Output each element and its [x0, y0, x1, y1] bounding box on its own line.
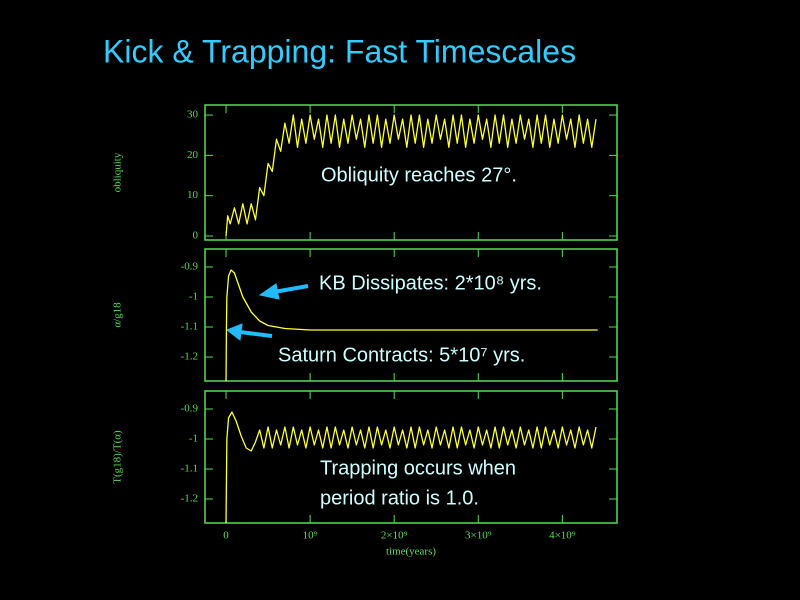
- annotation: Obliquity reaches 27°.: [321, 164, 517, 186]
- data-line: [225, 411, 597, 524]
- y-tick-label: -1.1: [181, 321, 198, 333]
- x-tick-label: 3×10⁹: [465, 530, 492, 542]
- y-tick-label: 30: [187, 109, 199, 121]
- y-tick-label: 10: [187, 189, 199, 201]
- arrow-head: [258, 283, 280, 300]
- y-tick-label: 20: [187, 149, 199, 161]
- x-tick-label: 0: [223, 530, 229, 542]
- arrow-head: [225, 323, 243, 341]
- y-axis-label: α/g18: [112, 302, 124, 328]
- annotation: Trapping occurs when: [320, 457, 516, 479]
- slide-title: Kick & Trapping: Fast Timescales: [103, 33, 576, 69]
- plot-frame: [204, 390, 618, 524]
- arrow: [273, 284, 309, 294]
- annotation: period ratio is 1.0.: [320, 487, 479, 509]
- x-tick-label: 2×10⁹: [381, 530, 408, 542]
- x-tick-label: 4×10⁹: [549, 530, 576, 542]
- x-axis-label: time(years): [386, 546, 436, 558]
- y-tick-label: -1.2: [181, 351, 198, 363]
- y-tick-label: -0.9: [181, 261, 199, 273]
- arrow: [239, 330, 273, 338]
- y-tick-label: -1: [189, 291, 198, 303]
- y-axis-label: T(g18)/T(α): [112, 430, 124, 484]
- y-tick-label: -1: [189, 433, 198, 445]
- arrows: [225, 283, 309, 341]
- annotation: KB Dissipates: 2*10⁸ yrs.: [319, 272, 542, 294]
- x-tick-label: 10⁹: [303, 530, 318, 542]
- data-line: [225, 114, 597, 237]
- annotation: Saturn Contracts: 5*10⁷ yrs.: [278, 344, 525, 366]
- y-tick-label: -1.1: [181, 463, 198, 475]
- plot-frame: [204, 248, 618, 382]
- y-axis-label: obliquity: [112, 152, 124, 192]
- y-tick-label: 0: [193, 230, 199, 242]
- y-tick-label: -0.9: [181, 403, 199, 415]
- data-line: [225, 269, 598, 382]
- y-tick-label: -1.2: [181, 493, 198, 505]
- plot-frame: [204, 104, 618, 241]
